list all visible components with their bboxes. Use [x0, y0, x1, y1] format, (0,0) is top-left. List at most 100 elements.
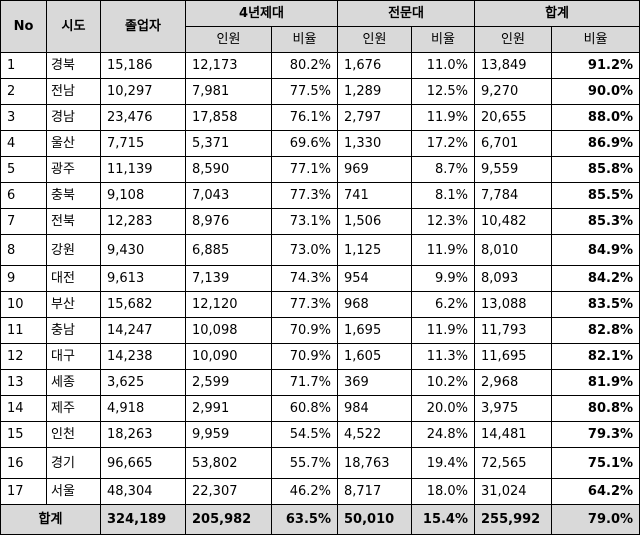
cell-graduates: 10,297 — [100, 78, 186, 105]
cell-no: 12 — [0, 343, 47, 370]
cell-total-persons: 72,565 — [474, 447, 553, 479]
cell-college-ratio: 11.0% — [410, 52, 476, 79]
table-header: No 시도 졸업자 4년제대 전문대 합계 인원 비율 인원 비율 인원 비율 — [0, 0, 640, 53]
cell-univ-persons: 6,885 — [185, 234, 272, 266]
cell-college-persons: 1,695 — [337, 317, 412, 344]
cell-college-persons: 1,506 — [337, 208, 412, 235]
cell-total-persons: 8,010 — [474, 234, 553, 266]
cell-college-ratio: 11.3% — [410, 343, 476, 370]
cell-total-ratio: 85.3% — [551, 208, 640, 235]
cell-graduates: 3,625 — [100, 369, 186, 396]
cell-total-ratio: 88.0% — [551, 104, 640, 131]
table-row: 12 대구 14,238 10,090 70.9% 1,605 11.3% 11,695 82.… — [0, 343, 640, 370]
cell-college-persons: 1,676 — [337, 52, 412, 79]
cell-region: 울산 — [46, 130, 101, 157]
header-total-ratio: 비율 — [551, 26, 640, 53]
cell-univ-persons: 2,991 — [185, 395, 272, 422]
cell-univ-ratio: 70.9% — [271, 317, 338, 344]
cell-graduates: 9,108 — [100, 182, 186, 209]
cell-college-ratio: 8.7% — [410, 156, 476, 183]
table-row: 5 광주 11,139 8,590 77.1% 969 8.7% 9,559 85.8% — [0, 156, 640, 183]
cell-total-ratio: 64.2% — [551, 478, 640, 505]
table-row: 7 전북 12,283 8,976 73.1% 1,506 12.3% 10,482 85.3% — [0, 208, 640, 235]
cell-college-ratio: 11.9% — [410, 104, 476, 131]
cell-college-persons: 984 — [337, 395, 412, 422]
cell-region: 광주 — [46, 156, 101, 183]
cell-total-ratio: 85.8% — [551, 156, 640, 183]
cell-no: 13 — [0, 369, 47, 396]
cell-univ-ratio: 74.3% — [271, 265, 338, 292]
cell-univ-ratio: 77.5% — [271, 78, 338, 105]
cell-total-persons: 9,270 — [474, 78, 553, 105]
cell-total-ratio: 83.5% — [551, 291, 640, 318]
cell-univ-ratio: 73.1% — [271, 208, 338, 235]
cell-college-ratio: 12.5% — [410, 78, 476, 105]
cell-graduates: 14,238 — [100, 343, 186, 370]
table-row: 2 전남 10,297 7,981 77.5% 1,289 12.5% 9,270 90.0% — [0, 78, 640, 105]
cell-college-ratio: 10.2% — [410, 369, 476, 396]
cell-univ-ratio: 54.5% — [271, 421, 338, 448]
cell-total-persons: 31,024 — [474, 478, 553, 505]
header-univ-ratio: 비율 — [271, 26, 338, 53]
cell-region: 충북 — [46, 182, 101, 209]
cell-region: 서울 — [46, 478, 101, 505]
cell-college-ratio: 8.1% — [410, 182, 476, 209]
cell-no: 1 — [0, 52, 47, 79]
cell-graduates: 48,304 — [100, 478, 186, 505]
cell-no: 17 — [0, 478, 47, 505]
cell-univ-ratio: 71.7% — [271, 369, 338, 396]
header-graduates: 졸업자 — [100, 0, 186, 53]
footer-total-persons: 255,992 — [474, 504, 553, 535]
cell-total-persons: 9,559 — [474, 156, 553, 183]
cell-univ-persons: 7,981 — [185, 78, 272, 105]
cell-total-ratio: 82.1% — [551, 343, 640, 370]
cell-univ-ratio: 60.8% — [271, 395, 338, 422]
cell-no: 9 — [0, 265, 47, 292]
cell-univ-persons: 7,139 — [185, 265, 272, 292]
cell-region: 부산 — [46, 291, 101, 318]
footer-college-ratio: 15.4% — [410, 504, 476, 535]
cell-college-ratio: 19.4% — [410, 447, 476, 479]
cell-no: 11 — [0, 317, 47, 344]
table-row: 8 강원 9,430 6,885 73.0% 1,125 11.9% 8,010 84.9% — [0, 234, 640, 266]
cell-college-persons: 969 — [337, 156, 412, 183]
cell-total-persons: 8,093 — [474, 265, 553, 292]
header-no: No — [0, 0, 47, 53]
cell-graduates: 11,139 — [100, 156, 186, 183]
cell-college-ratio: 24.8% — [410, 421, 476, 448]
table-row: 9 대전 9,613 7,139 74.3% 954 9.9% 8,093 84.2% — [0, 265, 640, 292]
cell-univ-ratio: 46.2% — [271, 478, 338, 505]
cell-college-ratio: 11.9% — [410, 317, 476, 344]
table-row: 13 세종 3,625 2,599 71.7% 369 10.2% 2,968 81.9% — [0, 369, 640, 396]
cell-total-persons: 11,793 — [474, 317, 553, 344]
cell-college-persons: 954 — [337, 265, 412, 292]
cell-graduates: 96,665 — [100, 447, 186, 479]
cell-college-persons: 369 — [337, 369, 412, 396]
cell-region: 대구 — [46, 343, 101, 370]
cell-univ-ratio: 73.0% — [271, 234, 338, 266]
cell-graduates: 15,682 — [100, 291, 186, 318]
cell-region: 전남 — [46, 78, 101, 105]
table-row: 3 경남 23,476 17,858 76.1% 2,797 11.9% 20,655 88.0… — [0, 104, 640, 131]
cell-univ-persons: 7,043 — [185, 182, 272, 209]
cell-univ-persons: 17,858 — [185, 104, 272, 131]
cell-region: 강원 — [46, 234, 101, 266]
table-row: 14 제주 4,918 2,991 60.8% 984 20.0% 3,975 80.8% — [0, 395, 640, 422]
footer-total-ratio: 79.0% — [551, 504, 640, 535]
cell-region: 충남 — [46, 317, 101, 344]
cell-college-persons: 1,605 — [337, 343, 412, 370]
footer-graduates: 324,189 — [100, 504, 186, 535]
cell-college-persons: 1,289 — [337, 78, 412, 105]
cell-total-persons: 13,849 — [474, 52, 553, 79]
cell-no: 7 — [0, 208, 47, 235]
cell-graduates: 15,186 — [100, 52, 186, 79]
cell-no: 5 — [0, 156, 47, 183]
cell-univ-persons: 8,590 — [185, 156, 272, 183]
cell-total-persons: 2,968 — [474, 369, 553, 396]
cell-univ-ratio: 77.1% — [271, 156, 338, 183]
table-row: 11 충남 14,247 10,098 70.9% 1,695 11.9% 11,793 82.… — [0, 317, 640, 344]
table-row: 17 서울 48,304 22,307 46.2% 8,717 18.0% 31,024 64.… — [0, 478, 640, 505]
cell-total-ratio: 82.8% — [551, 317, 640, 344]
cell-graduates: 12,283 — [100, 208, 186, 235]
